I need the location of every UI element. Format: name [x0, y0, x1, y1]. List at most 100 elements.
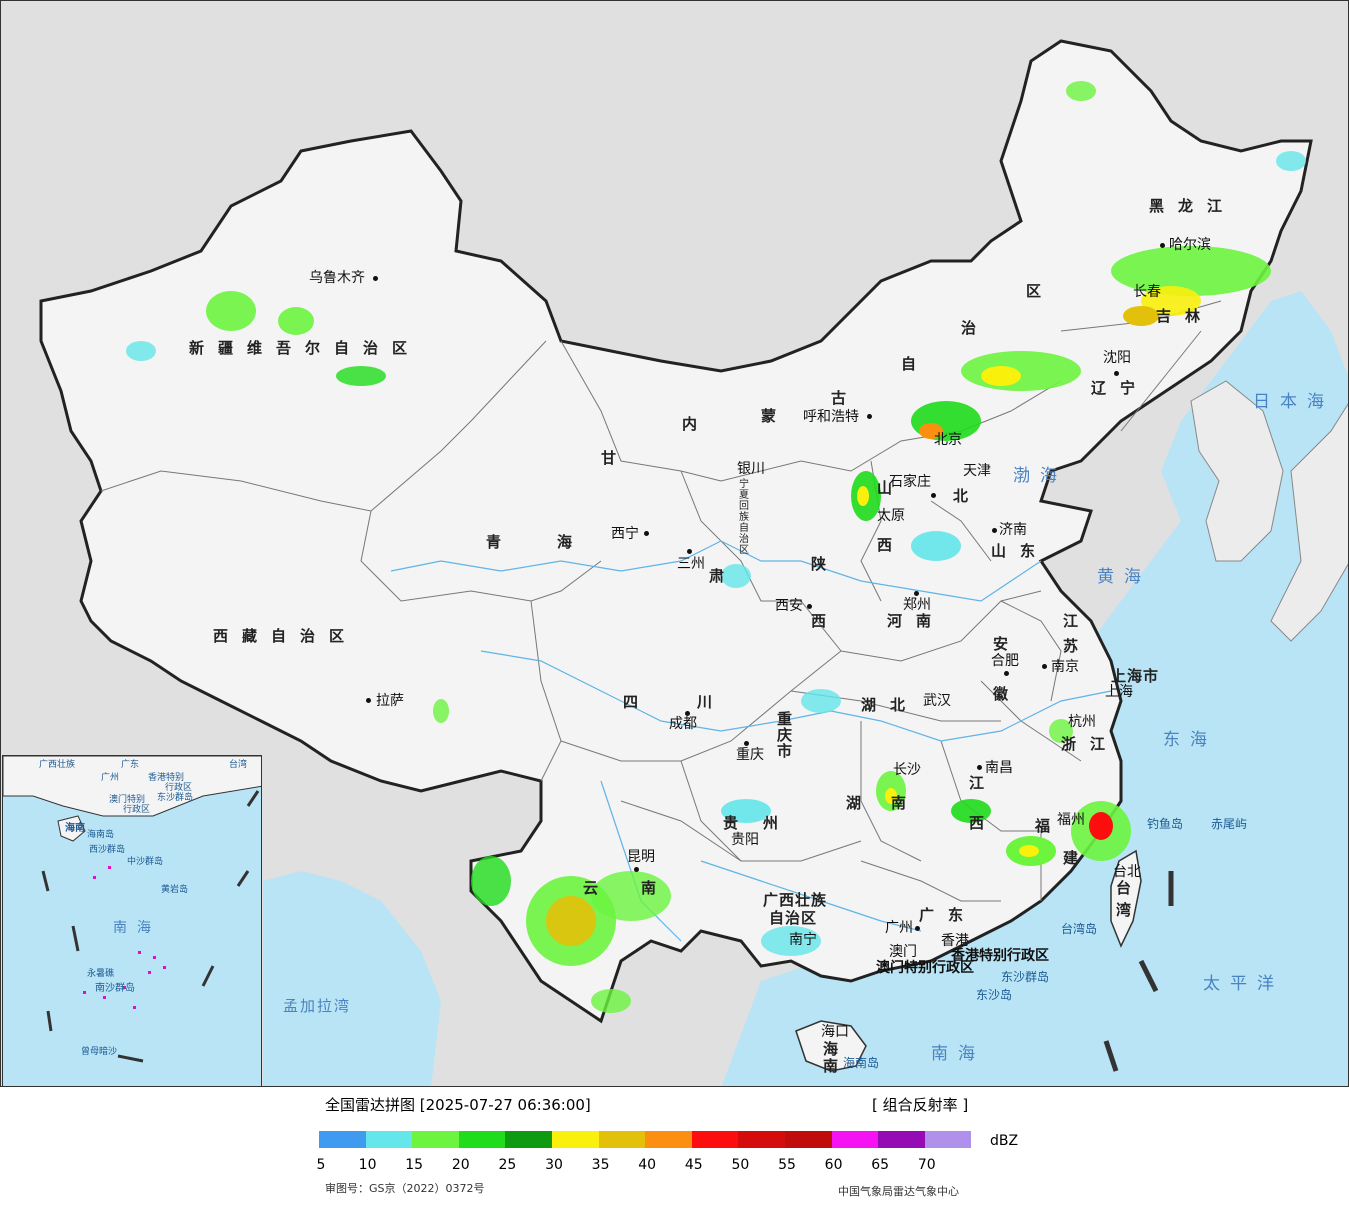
city-dot [914, 591, 919, 596]
scale-tick-label: 15 [405, 1157, 424, 1173]
inset-label-macau: 澳门特别 [109, 795, 146, 805]
label-guangxi-2: 自治区 [769, 909, 818, 927]
city-dot [931, 493, 936, 498]
sea-yellow: 黄海 [1097, 567, 1151, 587]
sea-pacific: 太平洋 [1203, 974, 1284, 994]
inset-label-sar1: 行政区 [165, 783, 193, 793]
city-xining: 西宁 [611, 526, 639, 542]
color-swatch [505, 1131, 552, 1148]
legend-unit: dBZ [990, 1133, 1019, 1149]
city-nanchang: 南昌 [985, 760, 1013, 776]
island-hainan: 海南岛 [843, 1056, 880, 1070]
label-guizhou-2: 州 [763, 814, 780, 832]
inset-hainan [57, 815, 86, 842]
radar-echoes [126, 81, 1306, 1013]
label-hunan-2: 南 [891, 794, 908, 812]
city-wuhan: 武汉 [923, 693, 951, 709]
color-swatch [878, 1131, 925, 1148]
scale-tick-label: 60 [824, 1157, 843, 1173]
label-qinghai-1: 青 [486, 533, 503, 551]
label-hubei: 湖北 [861, 696, 920, 714]
city-xian: 西安 [775, 598, 803, 614]
color-swatch [831, 1131, 879, 1148]
label-fujian-1: 福 [1035, 817, 1052, 835]
taiwan-land [1110, 849, 1142, 948]
island-diaoyu: 钓鱼岛 [1147, 817, 1184, 831]
label-nmg-2: 蒙 [761, 407, 778, 425]
inset-label-dongsha: 东沙群岛 [157, 793, 194, 803]
inset-label-xisha: 西沙群岛 [89, 845, 126, 855]
sea-bohai: 渤海 [1013, 466, 1067, 486]
label-jiangxi-1: 江 [969, 774, 986, 792]
approval-number: 审图号：GS京（2022）0372号 [325, 1182, 485, 1195]
island-dongsha-group: 东沙群岛 [1001, 970, 1050, 984]
label-nmg-5: 治 [961, 319, 978, 337]
maritime-boundary [1103, 871, 1174, 1072]
label-xinjiang: 新疆维吾尔自治区 [189, 339, 422, 357]
sea-bengal [263, 871, 441, 1086]
label-nmg-1: 内 [682, 415, 699, 433]
city-hangzhou: 杭州 [1068, 714, 1096, 730]
label-taiwan-1: 台 [1116, 879, 1133, 897]
label-ningxia: 宁夏回族自治区 [739, 479, 749, 556]
scale-tick-label: 30 [545, 1157, 563, 1173]
color-swatch [365, 1131, 413, 1148]
city-macau: 澳门 [889, 944, 917, 960]
color-swatch [645, 1131, 692, 1148]
city-shenyang: 沈阳 [1103, 350, 1131, 366]
inset-label-guangdong: 广东 [121, 760, 140, 770]
rivers [390, 540, 1112, 942]
hainan-land [795, 1020, 867, 1072]
label-gansu-2: 肃 [709, 567, 726, 585]
city-dot [685, 711, 690, 716]
city-dot [977, 765, 982, 770]
city-hefei: 合肥 [991, 653, 1019, 669]
city-harbin: 哈尔滨 [1169, 237, 1211, 253]
city-jinan: 济南 [999, 522, 1027, 538]
city-changsha: 长沙 [893, 762, 921, 778]
scale-tick-label: 20 [451, 1157, 470, 1173]
label-sichuan-1: 四 [623, 693, 640, 711]
label-guangdong: 广东 [919, 906, 978, 924]
label-shaanxi-1: 陕 [811, 555, 828, 573]
scale-tick-label: 50 [731, 1157, 750, 1173]
inset-land [3, 756, 261, 817]
city-chongqing: 重庆 [736, 747, 764, 763]
color-swatch [738, 1131, 785, 1148]
inset-label-sar2: 行政区 [123, 805, 151, 815]
sea-east: 东海 [1163, 730, 1217, 750]
label-xizang: 西藏自治区 [213, 627, 359, 645]
city-dot [915, 926, 920, 931]
south-china-sea-inset: 广西壮族 广州 广东 香港特别 澳门特别 行政区 行政区 海南 海南岛 东沙群岛… [2, 755, 262, 1086]
scale-tick-label: 10 [358, 1157, 377, 1173]
label-sichuan-2: 川 [697, 693, 714, 711]
city-kunming: 昆明 [627, 849, 655, 865]
label-liaoning: 辽宁 [1091, 379, 1150, 397]
city-shanghai: 上海 [1105, 684, 1133, 700]
label-yunnan-2: 南 [641, 879, 658, 897]
label-guangxi-1: 广西壮族 [763, 891, 828, 909]
sea-south: 南海 [931, 1044, 985, 1064]
color-swatch [319, 1131, 366, 1148]
city-dot [644, 531, 649, 536]
city-guangzhou: 广州 [885, 920, 913, 936]
scale-tick-label: 65 [871, 1157, 890, 1173]
color-swatch [598, 1131, 646, 1148]
city-shijiazhuang: 石家庄 [889, 474, 931, 490]
color-scale-bar [319, 1131, 972, 1148]
china-land [39, 39, 1313, 1024]
label-qinghai-2: 海 [557, 533, 574, 551]
color-swatch [551, 1131, 599, 1148]
inset-label-nansha: 南沙群岛 [95, 983, 135, 994]
color-swatch [691, 1131, 739, 1148]
japan-land [1270, 403, 1348, 642]
label-gansu-1: 甘 [601, 449, 618, 467]
city-hohhot: 呼和浩特 [803, 409, 859, 425]
city-hongkong: 香港 [941, 933, 969, 949]
city-nanjing: 南京 [1051, 659, 1079, 675]
city-nanning: 南宁 [789, 932, 817, 948]
korea-land [1190, 380, 1284, 562]
color-swatch [458, 1131, 506, 1148]
scale-tick-label: 5 [316, 1157, 326, 1173]
city-haikou: 海口 [821, 1024, 849, 1040]
